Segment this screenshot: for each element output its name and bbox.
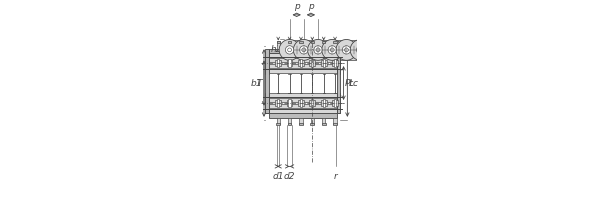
Bar [337,53,340,74]
Bar [334,59,336,67]
Bar [288,41,291,43]
Bar [269,98,337,102]
Bar [277,99,280,107]
Bar [299,123,303,125]
Circle shape [302,48,305,52]
Circle shape [299,46,308,54]
Text: Lc: Lc [349,79,359,88]
Bar [334,99,336,107]
Circle shape [350,39,371,60]
Bar [323,59,325,67]
Bar [277,41,280,43]
Text: r: r [334,172,338,181]
Circle shape [331,48,334,52]
Circle shape [279,39,300,60]
Circle shape [328,46,337,54]
Bar [324,45,326,55]
Bar [265,93,269,113]
Circle shape [314,46,322,54]
Bar [311,41,314,49]
Text: p: p [294,2,299,11]
Circle shape [359,48,362,52]
Circle shape [356,46,365,54]
Circle shape [322,39,343,60]
Bar [286,40,364,43]
Circle shape [286,46,294,54]
Bar [322,41,325,49]
Bar [265,49,269,113]
Bar [288,118,291,124]
Bar [300,99,302,107]
Bar [288,41,291,49]
Bar [288,123,292,125]
Bar [289,59,291,67]
Bar [338,45,341,55]
Bar [321,100,326,106]
Bar [299,118,302,124]
Bar [311,118,314,124]
Bar [287,60,292,66]
Bar [300,59,302,67]
Bar [277,118,280,124]
Bar [311,59,313,67]
Bar [311,99,313,107]
Bar [322,41,325,43]
Bar [269,113,337,118]
Bar [275,100,281,106]
Bar [310,100,315,106]
Bar [277,41,280,49]
Text: d1: d1 [272,172,284,181]
Bar [269,109,337,113]
Bar [337,93,340,113]
Text: T: T [257,79,262,88]
Bar [311,41,314,43]
Circle shape [308,39,328,60]
Bar [277,123,280,125]
Bar [322,118,325,124]
Bar [269,49,337,53]
Circle shape [293,39,314,60]
Bar [334,41,337,43]
Bar [269,64,337,68]
Bar [334,118,337,124]
Bar [310,45,312,55]
Bar [277,59,280,67]
Text: Pt: Pt [345,79,354,88]
Bar [333,123,337,125]
Text: b1: b1 [251,79,262,88]
Bar [287,100,292,106]
Circle shape [336,39,357,60]
Circle shape [342,46,350,54]
Bar [310,123,314,125]
Bar [322,123,326,125]
Text: d2: d2 [284,172,295,181]
Text: h2: h2 [271,45,283,54]
Bar [289,99,291,107]
Circle shape [287,48,292,52]
Bar [275,60,281,66]
Text: p: p [308,2,314,11]
Bar [265,53,269,74]
Bar [269,93,337,97]
Bar [332,60,338,66]
Bar [310,60,315,66]
Bar [321,60,326,66]
Bar [269,69,337,73]
Bar [332,100,338,106]
Bar [323,99,325,107]
Bar [298,100,304,106]
Bar [298,60,304,66]
Bar [337,49,340,113]
Circle shape [316,48,320,52]
Bar [286,57,364,60]
Bar [352,45,355,55]
Bar [299,41,302,49]
Bar [334,41,337,49]
Bar [269,58,337,62]
Bar [269,104,337,108]
Bar [269,53,337,57]
Bar [295,45,298,55]
Circle shape [344,48,349,52]
Bar [299,41,302,43]
